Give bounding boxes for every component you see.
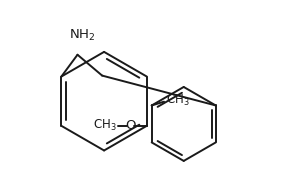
Text: CH$_3$: CH$_3$ <box>166 93 190 108</box>
Text: CH$_3$: CH$_3$ <box>93 118 116 133</box>
Text: NH$_2$: NH$_2$ <box>69 28 95 43</box>
Text: O: O <box>126 119 136 132</box>
